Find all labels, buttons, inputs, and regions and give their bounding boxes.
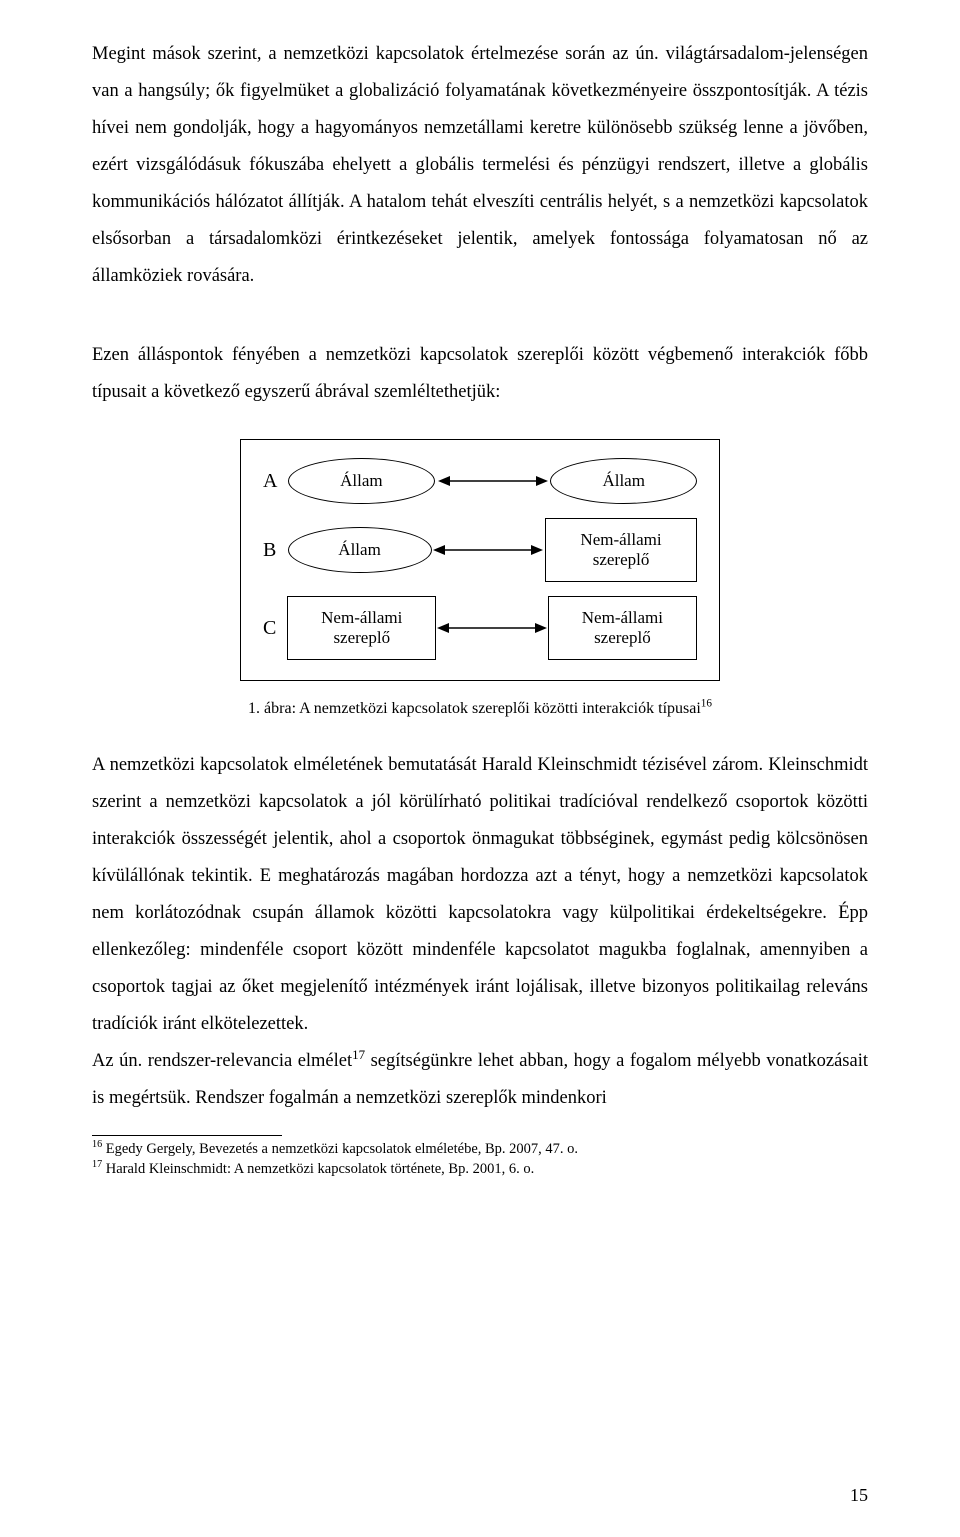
row-label: C xyxy=(263,618,287,638)
node-b-right: Nem-állami szereplő xyxy=(545,518,697,582)
double-arrow-icon xyxy=(438,471,548,491)
node-b-left: Állam xyxy=(288,527,432,573)
node-c-left: Nem-állami szereplő xyxy=(287,596,436,660)
diagram-box: A Állam Állam B Állam xyxy=(240,439,720,681)
footnote-16: 16 Egedy Gergely, Bevezetés a nemzetközi… xyxy=(92,1140,868,1160)
fn-num: 16 xyxy=(92,1139,102,1150)
diagram-container: A Állam Állam B Állam xyxy=(92,439,868,681)
arrow-cell xyxy=(436,618,547,638)
row-label: A xyxy=(263,471,288,491)
fn-text: Harald Kleinschmidt: A nemzetközi kapcso… xyxy=(102,1161,534,1177)
paragraph-1: Megint mások szerint, a nemzetközi kapcs… xyxy=(92,36,868,295)
paragraph-3a: A nemzetközi kapcsolatok elméletének bem… xyxy=(92,747,868,1043)
fn-text: Egedy Gergely, Bevezetés a nemzetközi ka… xyxy=(102,1141,578,1157)
spacer xyxy=(92,313,868,337)
page: Megint mások szerint, a nemzetközi kapcs… xyxy=(0,0,960,1537)
figure-caption: 1. ábra: A nemzetközi kapcsolatok szerep… xyxy=(92,693,868,725)
caption-sup: 16 xyxy=(701,698,712,710)
paragraph-2: Ezen álláspontok fényében a nemzetközi k… xyxy=(92,337,868,411)
diagram-row-b: B Állam Nem-állami szereplő xyxy=(263,518,697,582)
footnote-separator xyxy=(92,1135,282,1136)
diagram-row-c: C Nem-állami szereplő Nem-állami szerepl… xyxy=(263,596,697,660)
node-a-left: Állam xyxy=(288,458,435,504)
double-arrow-icon xyxy=(433,540,543,560)
arrow-cell xyxy=(432,540,546,560)
sup-17: 17 xyxy=(352,1047,365,1062)
footnote-17: 17 Harald Kleinschmidt: A nemzetközi kap… xyxy=(92,1160,868,1180)
arrow-cell xyxy=(435,471,551,491)
double-arrow-icon xyxy=(437,618,547,638)
paragraph-3b: Az ún. rendszer-relevancia elmélet17 seg… xyxy=(92,1043,868,1117)
node-text: Nem-állami szereplő xyxy=(582,608,663,647)
node-a-right: Állam xyxy=(550,458,697,504)
p3b-pre: Az ún. rendszer-relevancia elmélet xyxy=(92,1051,352,1071)
node-c-right: Nem-állami szereplő xyxy=(548,596,697,660)
node-text: Nem-állami szereplő xyxy=(321,608,402,647)
fn-num: 17 xyxy=(92,1159,102,1170)
node-text: Nem-állami szereplő xyxy=(580,530,661,569)
diagram-row-a: A Állam Állam xyxy=(263,458,697,504)
row-label: B xyxy=(263,540,288,560)
caption-text: 1. ábra: A nemzetközi kapcsolatok szerep… xyxy=(248,700,701,717)
page-number: 15 xyxy=(850,1477,868,1513)
